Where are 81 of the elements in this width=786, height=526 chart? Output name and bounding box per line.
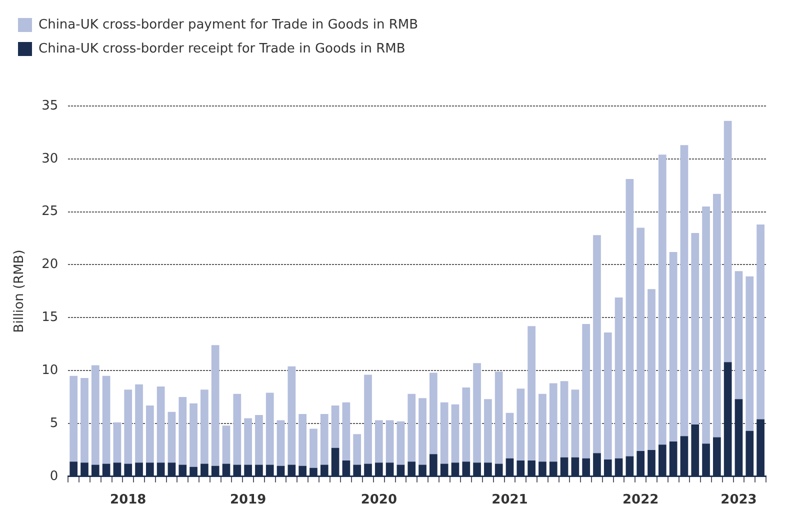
x-tick-label: 2022 (622, 492, 659, 508)
y-axis-title: Billion (RMB) (12, 250, 28, 333)
bar (135, 384, 143, 463)
bar (636, 228, 645, 451)
x-tick-label: 2019 (230, 492, 266, 508)
legend-label: China-UK cross-border receipt for Trade in Goods in RMB (38, 41, 406, 56)
bar (124, 390, 132, 464)
bar (364, 374, 372, 464)
bar (255, 415, 263, 465)
bar (440, 402, 448, 464)
bar (80, 378, 88, 463)
bar (102, 376, 110, 464)
bar (211, 345, 220, 466)
bar (408, 394, 416, 462)
bar (691, 232, 700, 425)
bar (626, 179, 634, 456)
bar (746, 276, 754, 431)
y-tick-label: 10 (42, 362, 58, 378)
y-tick-label: 35 (42, 98, 58, 114)
bar (658, 154, 666, 445)
bar (342, 402, 350, 461)
bar (549, 383, 558, 462)
bar (70, 376, 78, 462)
bar (528, 326, 536, 461)
bar (484, 399, 492, 463)
x-tick-label: 2023 (720, 492, 757, 508)
bar (331, 405, 340, 448)
bar (724, 120, 732, 362)
bar (669, 252, 678, 442)
bar (538, 394, 546, 462)
bar (516, 388, 525, 461)
bar (298, 414, 307, 466)
y-tick-label: 0 (50, 468, 58, 484)
bar (462, 388, 470, 462)
bar (178, 397, 187, 465)
legend-label: China-UK cross-border payment for Trade in Goods in RMB (38, 17, 418, 32)
bar (222, 426, 230, 464)
bar (276, 420, 285, 466)
bar (200, 390, 208, 464)
bar (506, 412, 514, 458)
bar (146, 405, 154, 463)
bar (396, 421, 405, 465)
bar (91, 365, 100, 465)
y-tick-label: 25 (42, 204, 58, 220)
bar (604, 332, 612, 460)
bar (734, 271, 743, 400)
bar (756, 224, 764, 420)
bar (582, 324, 590, 458)
bar (702, 206, 710, 444)
bar (451, 404, 460, 463)
bar (614, 298, 623, 458)
bar (288, 366, 296, 465)
y-tick-label: 15 (42, 310, 58, 326)
bar (233, 394, 242, 465)
bar (156, 386, 165, 463)
bar (310, 428, 318, 468)
bar (266, 392, 274, 465)
bar (560, 381, 568, 458)
x-tick-label: 2018 (110, 492, 146, 508)
bar (386, 420, 394, 463)
bar (374, 420, 383, 463)
bar (113, 422, 122, 463)
bar (648, 289, 656, 450)
bar (168, 412, 176, 463)
bar (320, 414, 328, 465)
bar (494, 372, 503, 464)
x-tick-label: 2020 (360, 492, 397, 508)
y-tick-label: 20 (42, 257, 58, 272)
bar (418, 398, 426, 465)
bar (571, 390, 580, 458)
y-tick-label: 5 (50, 416, 58, 431)
bar (713, 194, 721, 438)
bar (190, 403, 198, 467)
bar (244, 418, 252, 465)
y-tick-label: 30 (42, 151, 58, 166)
x-tick-label: 2021 (492, 492, 528, 508)
bar (473, 363, 481, 463)
bar (680, 145, 688, 436)
bar (353, 434, 362, 465)
bar (430, 372, 438, 454)
bar (593, 235, 601, 454)
